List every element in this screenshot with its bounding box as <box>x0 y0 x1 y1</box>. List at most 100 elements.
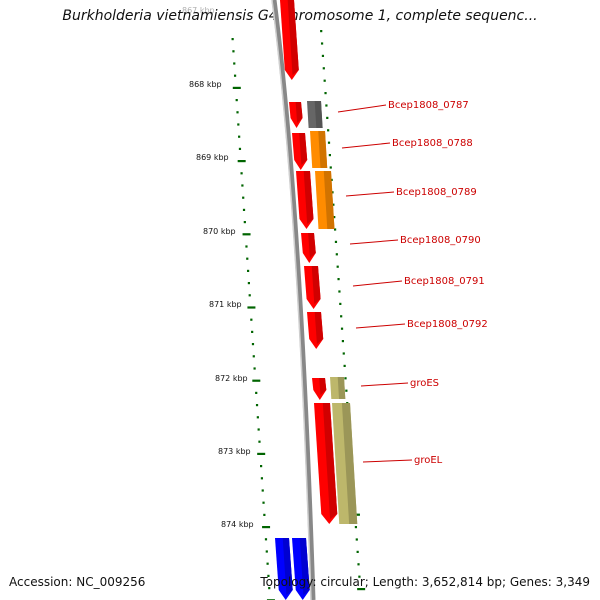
gene-leader-line <box>362 459 413 463</box>
ruler-tick-left <box>263 513 266 516</box>
ruler-tick-left <box>266 562 269 565</box>
ruler-tick-left <box>260 465 263 468</box>
ruler-tick-left <box>233 74 237 77</box>
ruler-tick-left <box>240 172 243 175</box>
gene-leader-line <box>349 239 399 245</box>
ruler-tick-left <box>250 318 253 321</box>
ruler-tick-right <box>345 389 348 392</box>
ruler-tick-left <box>233 62 236 65</box>
ruler-tick-left <box>238 135 241 138</box>
ruler-tick-left <box>245 245 248 248</box>
ruler-tick-left <box>255 391 258 394</box>
ruler-tick-left <box>251 330 254 333</box>
gene-label[interactable]: Bcep1808_0790 <box>400 235 481 246</box>
gene-label[interactable]: Bcep1808_0787 <box>388 100 469 111</box>
ruler-tick-left <box>262 501 265 504</box>
ruler-tick-right <box>340 315 343 318</box>
ruler-tick-right <box>320 42 324 45</box>
gene-leader-line <box>352 280 403 287</box>
gene-feature-shade <box>311 266 321 304</box>
gene-feature-shade <box>314 101 323 128</box>
ruler-tick-right <box>333 228 337 231</box>
gene-feature-shade <box>337 377 346 399</box>
ruler-tick-right <box>341 340 344 343</box>
gene-feature-shade <box>299 538 310 595</box>
ruler-tick-right <box>356 550 359 553</box>
gene-feature-shade <box>282 538 293 595</box>
tick-label: 867 kbp <box>182 6 215 15</box>
gene-label[interactable]: Bcep1808_0788 <box>392 138 473 149</box>
gene-feature-shade <box>341 403 358 524</box>
tick-label: 870 kbp <box>203 227 236 236</box>
ruler-tick-right <box>334 240 338 243</box>
ruler-tick-left <box>232 50 235 53</box>
gene-feature-shade <box>318 131 328 168</box>
gene-label[interactable]: Bcep1808_0791 <box>404 276 485 287</box>
ruler-tick-left <box>257 428 260 431</box>
ruler-tick-left <box>247 282 250 285</box>
ruler-tick-right <box>338 290 341 293</box>
ruler-tick-left <box>237 123 240 126</box>
ruler-tick-left <box>253 367 256 370</box>
gene-feature-shade <box>314 312 324 344</box>
ruler-tick-left <box>252 355 255 358</box>
ruler-tick-right <box>342 352 345 355</box>
ruler-tick-right <box>325 104 328 107</box>
ruler-tick-right <box>331 191 334 194</box>
ruler-tick-left <box>264 538 268 541</box>
gene-leader-line <box>345 191 395 197</box>
gene-label[interactable]: Bcep1808_0789 <box>396 187 477 198</box>
map-title: Burkholderia vietnamiensis G4 chromosome… <box>62 8 538 24</box>
topology-summary: Topology: circular; Length: 3,652,814 bp… <box>260 575 590 589</box>
gene-label[interactable]: groEL <box>414 455 443 466</box>
gene-leader-line <box>360 382 409 387</box>
gene-label[interactable]: Bcep1808_0792 <box>407 319 488 330</box>
ruler-tick-right <box>357 588 366 591</box>
tick-label: 868 kbp <box>189 80 222 89</box>
ruler-tick-right <box>343 364 346 367</box>
ruler-tick-left <box>248 294 251 297</box>
gene-feature-shade <box>319 378 327 395</box>
gene-label[interactable]: groES <box>410 378 439 389</box>
ruler-tick-right <box>355 538 358 541</box>
ruler-tick-left <box>232 86 241 89</box>
ruler-tick-right <box>337 278 340 281</box>
ruler-tick-left <box>260 477 264 480</box>
ruler-tick-right <box>332 203 335 206</box>
gene-leader-line <box>337 104 387 113</box>
gene-feature-shade <box>295 102 303 123</box>
chromosome-backbone-highlight <box>271 0 312 600</box>
ruler-tick-right <box>329 166 332 169</box>
ruler-tick-right <box>344 377 347 380</box>
ruler-tick-right <box>336 265 339 268</box>
gene-feature-shade <box>299 133 308 165</box>
ruler-tick-right <box>326 116 329 119</box>
accession-text: Accession: NC_009256 <box>9 575 146 589</box>
gene-leader-line <box>341 142 391 149</box>
tick-label: 872 kbp <box>215 374 248 383</box>
ruler-tick-left <box>262 526 271 529</box>
tick-label: 873 kbp <box>218 447 251 456</box>
ruler-tick-right <box>330 178 333 181</box>
gene-feature-shade <box>287 0 299 75</box>
ruler-tick-left <box>242 196 245 199</box>
ruler-tick-right <box>358 575 361 578</box>
ruler-tick-left <box>251 343 255 346</box>
ruler-tick-left <box>242 208 246 211</box>
ruler-tick-right <box>339 302 342 305</box>
ruler-tick-right <box>321 54 325 57</box>
ruler-tick-right <box>354 526 358 529</box>
ruler-tick-left <box>242 233 251 236</box>
ruler-tick-left <box>246 257 249 260</box>
tick-label: 874 kbp <box>221 520 254 529</box>
gene-feature-shade <box>303 171 314 224</box>
ruler-tick-left <box>231 38 234 41</box>
ruler-tick-left <box>246 269 250 272</box>
gene-feature-shade <box>308 233 316 258</box>
ruler-tick-left <box>247 306 256 309</box>
ruler-tick-left <box>267 574 270 577</box>
ruler-tick-right <box>335 253 338 256</box>
ruler-tick-left <box>261 489 264 492</box>
chromosome-backbone <box>271 0 316 600</box>
